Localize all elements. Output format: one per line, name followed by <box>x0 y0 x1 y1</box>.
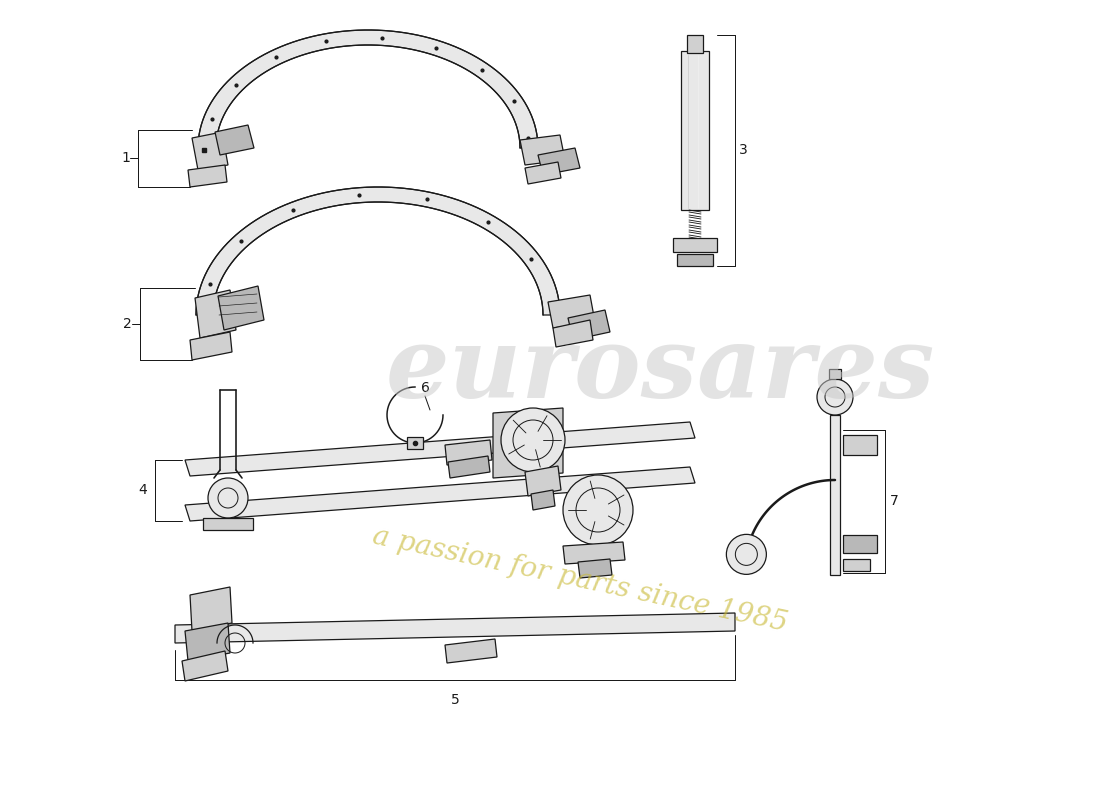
Polygon shape <box>538 148 580 175</box>
Polygon shape <box>520 135 565 165</box>
Polygon shape <box>214 125 254 155</box>
Polygon shape <box>192 132 228 170</box>
Polygon shape <box>190 587 232 631</box>
Text: eurosares: eurosares <box>385 322 935 418</box>
Text: 1: 1 <box>121 151 130 165</box>
Polygon shape <box>188 165 227 187</box>
Polygon shape <box>407 437 424 449</box>
Polygon shape <box>578 559 612 578</box>
Polygon shape <box>185 422 695 476</box>
Polygon shape <box>681 51 710 210</box>
Polygon shape <box>553 320 593 347</box>
Polygon shape <box>218 286 264 330</box>
Text: 7: 7 <box>890 494 899 508</box>
Circle shape <box>563 475 632 545</box>
Polygon shape <box>446 440 492 465</box>
Circle shape <box>817 379 852 415</box>
Polygon shape <box>829 369 842 379</box>
Polygon shape <box>548 295 595 328</box>
Polygon shape <box>190 332 232 360</box>
Polygon shape <box>525 466 561 496</box>
Text: a passion for parts since 1985: a passion for parts since 1985 <box>370 522 790 638</box>
Polygon shape <box>448 456 490 478</box>
Polygon shape <box>204 518 253 530</box>
Polygon shape <box>843 559 870 571</box>
Polygon shape <box>185 467 695 521</box>
Polygon shape <box>446 639 497 663</box>
Polygon shape <box>198 30 538 148</box>
Polygon shape <box>676 254 713 266</box>
Polygon shape <box>185 623 230 661</box>
Text: 3: 3 <box>739 143 748 157</box>
Polygon shape <box>843 535 877 553</box>
Polygon shape <box>531 490 556 510</box>
Polygon shape <box>830 415 840 575</box>
Polygon shape <box>196 187 560 315</box>
Text: 4: 4 <box>139 483 147 497</box>
Text: 5: 5 <box>451 693 460 707</box>
Polygon shape <box>175 613 735 643</box>
Polygon shape <box>525 162 561 184</box>
Circle shape <box>726 534 767 574</box>
Polygon shape <box>195 290 236 338</box>
Polygon shape <box>182 651 228 681</box>
Text: 2: 2 <box>123 317 132 331</box>
Text: 6: 6 <box>420 381 429 395</box>
Circle shape <box>208 478 248 518</box>
Polygon shape <box>843 435 877 455</box>
Circle shape <box>500 408 565 472</box>
Polygon shape <box>688 35 703 53</box>
Polygon shape <box>563 542 625 564</box>
Polygon shape <box>673 238 717 252</box>
Polygon shape <box>493 408 563 478</box>
Polygon shape <box>568 310 611 340</box>
